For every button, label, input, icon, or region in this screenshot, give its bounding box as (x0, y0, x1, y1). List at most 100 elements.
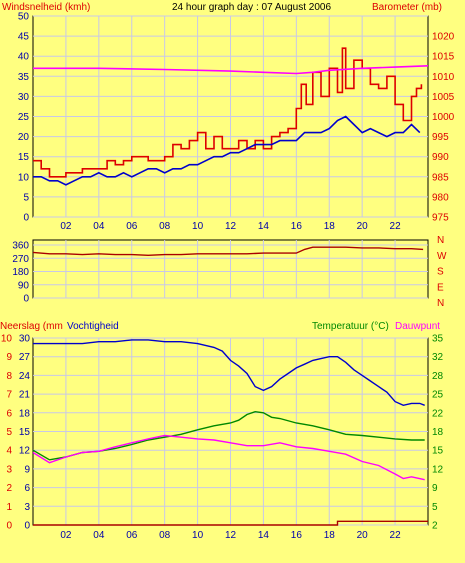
left-tick-label: 30 (19, 334, 31, 345)
left-tick-label: 15 (19, 427, 31, 438)
x-tick-label: 18 (324, 530, 336, 541)
left-tick-label: 30 (18, 92, 30, 103)
left-tick-label: 180 (12, 267, 29, 278)
left-tick-label: 25 (18, 112, 30, 123)
compass-label: E (437, 282, 444, 293)
series-line-red (33, 47, 423, 178)
x-tick-label: 10 (192, 530, 204, 541)
dewpoint-axis-title: Dauwpunt (395, 321, 440, 332)
x-tick-label: 14 (258, 221, 270, 232)
x-tick-label: 22 (390, 221, 402, 232)
right-tick-label: 1005 (432, 92, 455, 103)
left-tick-label: 18 (19, 408, 31, 419)
left-tick-label: 8 (6, 371, 12, 382)
right-tick-label: 985 (432, 172, 449, 183)
series-line-temp (32, 434, 425, 481)
left-tick-label: 1 (6, 502, 12, 513)
right-tick-label: 2 (432, 521, 438, 532)
left-tick-label: 15 (18, 152, 30, 163)
left-tick-label: 0 (23, 294, 29, 305)
series-line-temp (32, 410, 425, 461)
left-tick-label: 20 (18, 132, 30, 143)
right-tick-label: 12 (432, 464, 444, 475)
left-tick-label: 360 (12, 241, 29, 252)
x-tick-label: 04 (93, 221, 105, 232)
x-tick-label: 20 (357, 221, 369, 232)
compass-label: S (437, 267, 444, 278)
right-tick-label: 1000 (432, 112, 455, 123)
wind-barometer-chart: 02 04 06 08 10 12 14 16 18 20 22 0 5 10 15 20 25 30 35 40 45… (18, 12, 455, 233)
left-tick-label: 0 (6, 521, 12, 532)
right-tick-label: 1020 (432, 32, 455, 43)
compass-label: N (437, 235, 444, 246)
right-tick-label: 980 (432, 192, 449, 203)
left-tick-label: 7 (6, 390, 12, 401)
right-tick-label: 32 (432, 352, 444, 363)
left-tick-label: 3 (24, 502, 30, 513)
x-tick-label: 08 (159, 530, 171, 541)
right-tick-label: 9 (432, 483, 438, 494)
left-tick-label: 0 (23, 213, 29, 224)
compass-label: W (437, 251, 447, 262)
right-tick-label: 25 (432, 390, 444, 401)
left-tick-label: 5 (6, 427, 12, 438)
graph-title: 24 hour graph day : 07 August 2006 (172, 2, 331, 13)
x-tick-label: 10 (192, 221, 204, 232)
left-tick-label: 21 (19, 390, 31, 401)
series-line-blue (33, 115, 421, 186)
left-tick-label: 40 (18, 52, 30, 63)
series-line-rain (33, 520, 428, 526)
left-tick-label: 90 (18, 280, 30, 291)
x-tick-label: 04 (93, 530, 105, 541)
right-tick-label: 990 (432, 152, 449, 163)
series-line-direction (32, 246, 424, 257)
x-tick-label: 08 (159, 221, 171, 232)
x-tick-label: 02 (60, 530, 72, 541)
x-tick-label: 16 (291, 530, 303, 541)
right-tick-label: 22 (432, 408, 444, 419)
right-tick-label: 28 (432, 371, 444, 382)
humidity-axis-title: Vochtigheid (67, 321, 119, 332)
left-tick-label: 4 (6, 446, 12, 457)
left-tick-label: 9 (6, 352, 12, 363)
temperature-axis-title: Temperatuur (°C) (312, 321, 389, 332)
left-tick-label: 27 (19, 352, 31, 363)
right-tick-label: 15 (432, 446, 444, 457)
right-tick-label: 1010 (432, 72, 455, 83)
rain-axis-title: Neerslag (mm (0, 321, 63, 332)
x-tick-label: 06 (126, 221, 138, 232)
x-tick-label: 14 (258, 530, 270, 541)
x-tick-label: 16 (291, 221, 303, 232)
right-tick-label: 18 (432, 427, 444, 438)
left-tick-label: 3 (6, 464, 12, 475)
series-line-magenta (33, 65, 429, 75)
left-tick-label: 12 (19, 446, 31, 457)
x-tick-label: 12 (225, 221, 237, 232)
left-tick-label: 6 (6, 408, 12, 419)
left-tick-label: 10 (18, 172, 30, 183)
left-tick-label: 5 (23, 192, 29, 203)
rain-humidity-temperature-chart: 02 04 06 08 10 12 14 16 18 20 22012345678910036912… (1, 334, 444, 542)
left-tick-label: 24 (19, 371, 31, 382)
x-tick-label: 12 (225, 530, 237, 541)
wind-speed-axis-title: Windsnelheid (kmh) (2, 2, 90, 13)
x-tick-label: 06 (126, 530, 138, 541)
x-tick-label: 02 (60, 221, 72, 232)
left-tick-label: 270 (12, 254, 29, 265)
right-tick-label: 975 (432, 213, 449, 224)
compass-label: N (437, 298, 444, 309)
left-tick-label: 6 (24, 483, 30, 494)
right-tick-label: 995 (432, 132, 449, 143)
right-tick-label: 35 (432, 334, 444, 345)
left-tick-label: 45 (18, 32, 30, 43)
x-tick-label: 20 (357, 530, 369, 541)
left-tick-label: 35 (18, 72, 30, 83)
x-tick-label: 18 (324, 221, 336, 232)
x-tick-label: 22 (390, 530, 402, 541)
left-tick-label: 50 (18, 12, 30, 23)
series-line-humidity (33, 339, 425, 407)
barometer-axis-title: Barometer (mb) (372, 2, 442, 13)
right-tick-label: 5 (432, 502, 438, 513)
